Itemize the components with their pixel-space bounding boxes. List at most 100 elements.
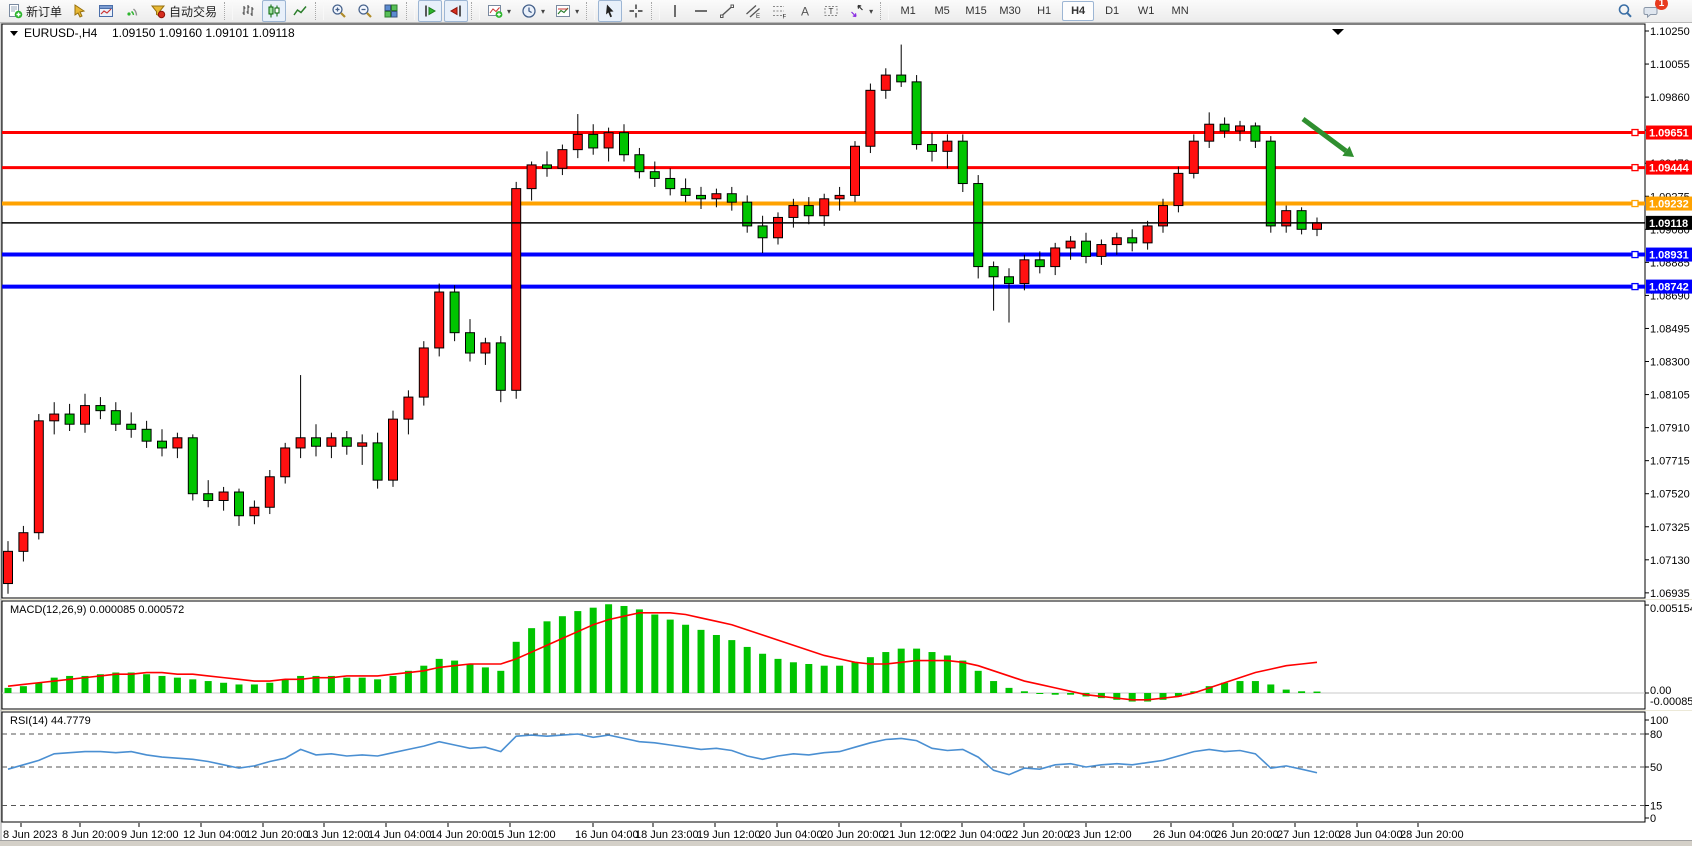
arrows-button[interactable]: ▾ — [845, 0, 877, 22]
zoom-out-button[interactable] — [353, 0, 377, 22]
main-toolbar: 新订单 自动交易 ▾ ▾ ▾ E F A T ▾ M1 M5 M15 M30 H1 H4 D1 W1 MN 1 — [0, 0, 1692, 23]
svg-text:15: 15 — [1650, 801, 1662, 813]
chevron-down-icon[interactable]: ▾ — [541, 6, 546, 16]
signal-icon — [124, 3, 140, 19]
candles-layer — [3, 44, 1322, 594]
search-button[interactable] — [1613, 0, 1637, 22]
svg-text:1.07325: 1.07325 — [1650, 522, 1690, 534]
timeframe-d1-button[interactable]: D1 — [1105, 5, 1120, 17]
periods-button[interactable]: ▾ — [517, 0, 549, 22]
crosshair-button[interactable] — [624, 0, 648, 22]
timeframe-w1-button[interactable]: W1 — [1137, 5, 1155, 17]
toolbar-separator — [224, 2, 234, 20]
signals-button[interactable] — [120, 0, 144, 22]
svg-text:27 Jun 12:00: 27 Jun 12:00 — [1277, 829, 1341, 841]
chart-shift-icon — [448, 3, 464, 19]
window-resize-strip — [0, 840, 1692, 846]
zoom-in-button[interactable] — [327, 0, 351, 22]
text-label-button[interactable]: T — [819, 0, 843, 22]
auto-scroll-button[interactable] — [418, 0, 443, 22]
macd-pane: MACD(12,26,9) 0.000085 0.000572 0.005154 0… — [2, 603, 1692, 708]
new-order-icon — [7, 3, 23, 19]
search-icon — [1617, 3, 1633, 19]
fibonacci-button[interactable]: F — [767, 0, 791, 22]
svg-text:8 Jun 2023: 8 Jun 2023 — [3, 829, 57, 841]
rsi-label: RSI(14) 44.7779 — [10, 715, 91, 727]
chart-window-button[interactable] — [94, 0, 118, 22]
svg-text:1.07130: 1.07130 — [1650, 555, 1690, 567]
toolbar-right-group: 1 — [1612, 0, 1692, 22]
templates-button[interactable]: ▾ — [551, 0, 583, 22]
tile-windows-button[interactable] — [379, 0, 403, 22]
chart-shift-marker[interactable] — [1332, 29, 1344, 35]
svg-text:1.08105: 1.08105 — [1650, 390, 1690, 402]
vertical-line-button[interactable] — [663, 0, 687, 22]
timeframe-m15-button[interactable]: M15 — [965, 5, 987, 17]
new-order-button[interactable]: 新订单 — [3, 0, 66, 22]
pane-separators[interactable] — [0, 599, 1692, 711]
svg-text:50: 50 — [1650, 762, 1662, 774]
annotation-arrow[interactable] — [1301, 116, 1355, 157]
new-order-label: 新订单 — [26, 4, 63, 19]
svg-text:13 Jun 12:00: 13 Jun 12:00 — [306, 829, 370, 841]
symbol-dropdown-icon — [10, 31, 18, 36]
channel-icon: E — [745, 3, 761, 19]
timeframe-m5-button[interactable]: M5 — [934, 5, 950, 17]
notifications-button[interactable]: 1 — [1639, 0, 1668, 22]
svg-text:E: E — [756, 14, 760, 19]
svg-text:1.09118: 1.09118 — [1649, 218, 1688, 230]
template-icon — [555, 3, 571, 19]
text-button[interactable]: A — [793, 0, 817, 22]
indicators-button[interactable]: ▾ — [483, 0, 515, 22]
zoom-in-icon — [331, 3, 347, 19]
svg-text:22 Jun 20:00: 22 Jun 20:00 — [1006, 829, 1070, 841]
chevron-down-icon[interactable]: ▾ — [507, 6, 512, 16]
chart-window[interactable]: 1.102501.100551.098601.096651.094701.092… — [0, 23, 1692, 846]
svg-text:16 Jun 04:00: 16 Jun 04:00 — [575, 829, 639, 841]
svg-text:1.08742: 1.08742 — [1649, 282, 1689, 294]
price-chart[interactable]: 1.102501.100551.098601.096651.094701.092… — [0, 23, 1692, 841]
chart-shift-button[interactable] — [444, 0, 469, 22]
svg-text:80: 80 — [1650, 729, 1662, 741]
svg-text:19 Jun 12:00: 19 Jun 12:00 — [697, 829, 761, 841]
styler-button[interactable] — [68, 0, 92, 22]
horizontal-line-button[interactable] — [689, 0, 713, 22]
svg-text:26 Jun 04:00: 26 Jun 04:00 — [1153, 829, 1217, 841]
chevron-down-icon[interactable]: ▾ — [869, 6, 874, 16]
svg-text:-0.00085: -0.00085 — [1650, 696, 1692, 708]
chevron-down-icon[interactable]: ▾ — [575, 6, 580, 16]
date-axis[interactable]: 8 Jun 2023 8 Jun 20:00 9 Jun 12:00 12 Jun 0… — [3, 823, 1464, 841]
toolbar-separator — [586, 2, 596, 20]
candlestick-mode-button[interactable] — [262, 0, 287, 22]
pane-backgrounds — [1, 23, 1646, 823]
timeframe-h1-button[interactable]: H1 — [1037, 5, 1052, 17]
svg-text:14 Jun 20:00: 14 Jun 20:00 — [430, 829, 494, 841]
svg-text:1.10250: 1.10250 — [1650, 26, 1690, 38]
bar-chart-mode-button[interactable] — [236, 0, 260, 22]
cursor-button[interactable] — [598, 0, 623, 22]
svg-text:1.09860: 1.09860 — [1650, 92, 1690, 104]
timeframe-m1-button[interactable]: M1 — [900, 5, 916, 17]
chart-window-icon — [98, 3, 114, 19]
svg-text:20 Jun 20:00: 20 Jun 20:00 — [821, 829, 885, 841]
auto-trading-button[interactable]: 自动交易 — [146, 0, 221, 22]
chart-title: EURUSD-,H4 1.09150 1.09160 1.09101 1.0911… — [10, 26, 295, 40]
svg-text:28 Jun 20:00: 28 Jun 20:00 — [1400, 829, 1464, 841]
svg-text:14 Jun 04:00: 14 Jun 04:00 — [368, 829, 432, 841]
trendline-button[interactable] — [715, 0, 739, 22]
svg-text:1.10055: 1.10055 — [1650, 59, 1690, 71]
timeframe-mn-button[interactable]: MN — [1171, 5, 1189, 17]
text-icon: A — [797, 3, 813, 19]
vline-icon — [667, 3, 683, 19]
svg-text:1.07520: 1.07520 — [1650, 489, 1690, 501]
svg-text:18 Jun 23:00: 18 Jun 23:00 — [635, 829, 699, 841]
equidistant-channel-button[interactable]: E — [741, 0, 765, 22]
timeframe-m30-button[interactable]: M30 — [999, 5, 1021, 17]
trendline-icon — [719, 3, 735, 19]
svg-text:1.08495: 1.08495 — [1650, 323, 1690, 335]
bar-chart-icon — [240, 3, 256, 19]
timeframe-h4-button[interactable]: H4 — [1062, 1, 1095, 21]
price-axis[interactable]: 1.102501.100551.098601.096651.094701.092… — [1645, 26, 1690, 600]
clock-icon — [521, 3, 537, 19]
line-chart-mode-button[interactable] — [288, 0, 312, 22]
